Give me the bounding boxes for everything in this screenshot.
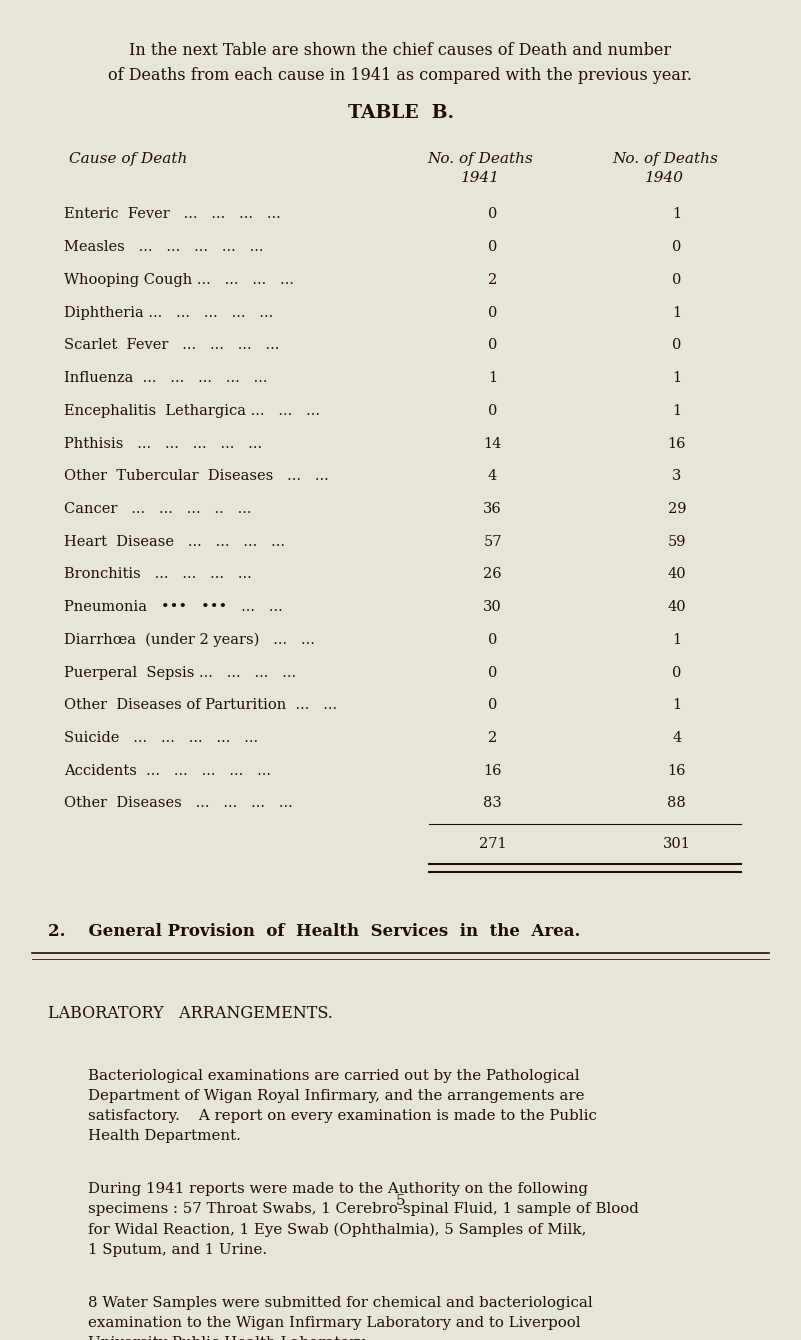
Text: 0: 0	[672, 666, 682, 679]
Text: 5: 5	[396, 1194, 405, 1207]
Text: 0: 0	[488, 240, 497, 255]
Text: Suicide   ...   ...   ...   ...   ...: Suicide ... ... ... ... ...	[64, 732, 263, 745]
Text: TABLE  B.: TABLE B.	[348, 103, 453, 122]
Text: 1: 1	[672, 403, 682, 418]
Text: 0: 0	[488, 306, 497, 320]
Text: 30: 30	[483, 600, 502, 614]
Text: Bronchitis   ...   ...   ...   ...: Bronchitis ... ... ... ...	[64, 567, 256, 582]
Text: 0: 0	[488, 698, 497, 713]
Text: Cancer   ...   ...   ...   ..   ...: Cancer ... ... ... .. ...	[64, 502, 256, 516]
Text: 1: 1	[672, 632, 682, 647]
Text: Diphtheria ...   ...   ...   ...   ...: Diphtheria ... ... ... ... ...	[64, 306, 278, 320]
Text: Whooping Cough ...   ...   ...   ...: Whooping Cough ... ... ... ...	[64, 273, 299, 287]
Text: 0: 0	[672, 240, 682, 255]
Text: 16: 16	[667, 437, 686, 450]
Text: 1: 1	[672, 698, 682, 713]
Text: 3: 3	[672, 469, 682, 484]
Text: 8 Water Samples were submitted for chemical and bacteriological
examination to t: 8 Water Samples were submitted for chemi…	[88, 1296, 593, 1340]
Text: Measles   ...   ...   ...   ...   ...: Measles ... ... ... ... ...	[64, 240, 268, 255]
Text: Pneumonia   •••   •••   ...   ...: Pneumonia ••• ••• ... ...	[64, 600, 288, 614]
Text: Bacteriological examinations are carried out by the Pathological
Department of W: Bacteriological examinations are carried…	[88, 1069, 597, 1143]
Text: 2: 2	[488, 732, 497, 745]
Text: In the next Table are shown the chief causes of Death and number
of Deaths from : In the next Table are shown the chief ca…	[108, 42, 693, 84]
Text: Puerperal  Sepsis ...   ...   ...   ...: Puerperal Sepsis ... ... ... ...	[64, 666, 301, 679]
Text: 40: 40	[667, 600, 686, 614]
Text: Phthisis   ...   ...   ...   ...   ...: Phthisis ... ... ... ... ...	[64, 437, 267, 450]
Text: 1: 1	[672, 371, 682, 385]
Text: Cause of Death: Cause of Death	[69, 151, 187, 166]
Text: 271: 271	[479, 836, 506, 851]
Text: Heart  Disease   ...   ...   ...   ...: Heart Disease ... ... ... ...	[64, 535, 290, 548]
Text: 4: 4	[488, 469, 497, 484]
Text: 2: 2	[488, 273, 497, 287]
Text: 40: 40	[667, 567, 686, 582]
Text: 57: 57	[483, 535, 502, 548]
Text: Accidents  ...   ...   ...   ...   ...: Accidents ... ... ... ... ...	[64, 764, 276, 777]
Text: LABORATORY   ARRANGEMENTS.: LABORATORY ARRANGEMENTS.	[48, 1005, 333, 1021]
Text: 36: 36	[483, 502, 502, 516]
Text: During 1941 reports were made to the Authority on the following
specimens : 57 T: During 1941 reports were made to the Aut…	[88, 1182, 639, 1257]
Text: Encephalitis  Lethargica ...   ...   ...: Encephalitis Lethargica ... ... ...	[64, 403, 324, 418]
Text: 26: 26	[483, 567, 502, 582]
Text: 16: 16	[483, 764, 502, 777]
Text: Other  Diseases of Parturition  ...   ...: Other Diseases of Parturition ... ...	[64, 698, 342, 713]
Text: 0: 0	[488, 208, 497, 221]
Text: 301: 301	[663, 836, 690, 851]
Text: 0: 0	[672, 273, 682, 287]
Text: Diarrhœa  (under 2 years)   ...   ...: Diarrhœa (under 2 years) ... ...	[64, 632, 320, 647]
Text: Other  Diseases   ...   ...   ...   ...: Other Diseases ... ... ... ...	[64, 796, 297, 811]
Text: Influenza  ...   ...   ...   ...   ...: Influenza ... ... ... ... ...	[64, 371, 272, 385]
Text: 83: 83	[483, 796, 502, 811]
Text: 88: 88	[667, 796, 686, 811]
Text: 14: 14	[484, 437, 501, 450]
Text: No. of Deaths
1940: No. of Deaths 1940	[612, 151, 718, 185]
Text: 16: 16	[667, 764, 686, 777]
Text: 59: 59	[667, 535, 686, 548]
Text: 0: 0	[488, 403, 497, 418]
Text: 1: 1	[672, 306, 682, 320]
Text: 4: 4	[672, 732, 682, 745]
Text: 0: 0	[672, 338, 682, 352]
Text: Other  Tubercular  Diseases   ...   ...: Other Tubercular Diseases ... ...	[64, 469, 333, 484]
Text: 1: 1	[672, 208, 682, 221]
Text: 29: 29	[667, 502, 686, 516]
Text: Scarlet  Fever   ...   ...   ...   ...: Scarlet Fever ... ... ... ...	[64, 338, 284, 352]
Text: 0: 0	[488, 338, 497, 352]
Text: No. of Deaths
1941: No. of Deaths 1941	[428, 151, 533, 185]
Text: 1: 1	[488, 371, 497, 385]
Text: 0: 0	[488, 632, 497, 647]
Text: 0: 0	[488, 666, 497, 679]
Text: Enteric  Fever   ...   ...   ...   ...: Enteric Fever ... ... ... ...	[64, 208, 285, 221]
Text: 2.    General Provision  of  Health  Services  in  the  Area.: 2. General Provision of Health Services …	[48, 923, 581, 941]
